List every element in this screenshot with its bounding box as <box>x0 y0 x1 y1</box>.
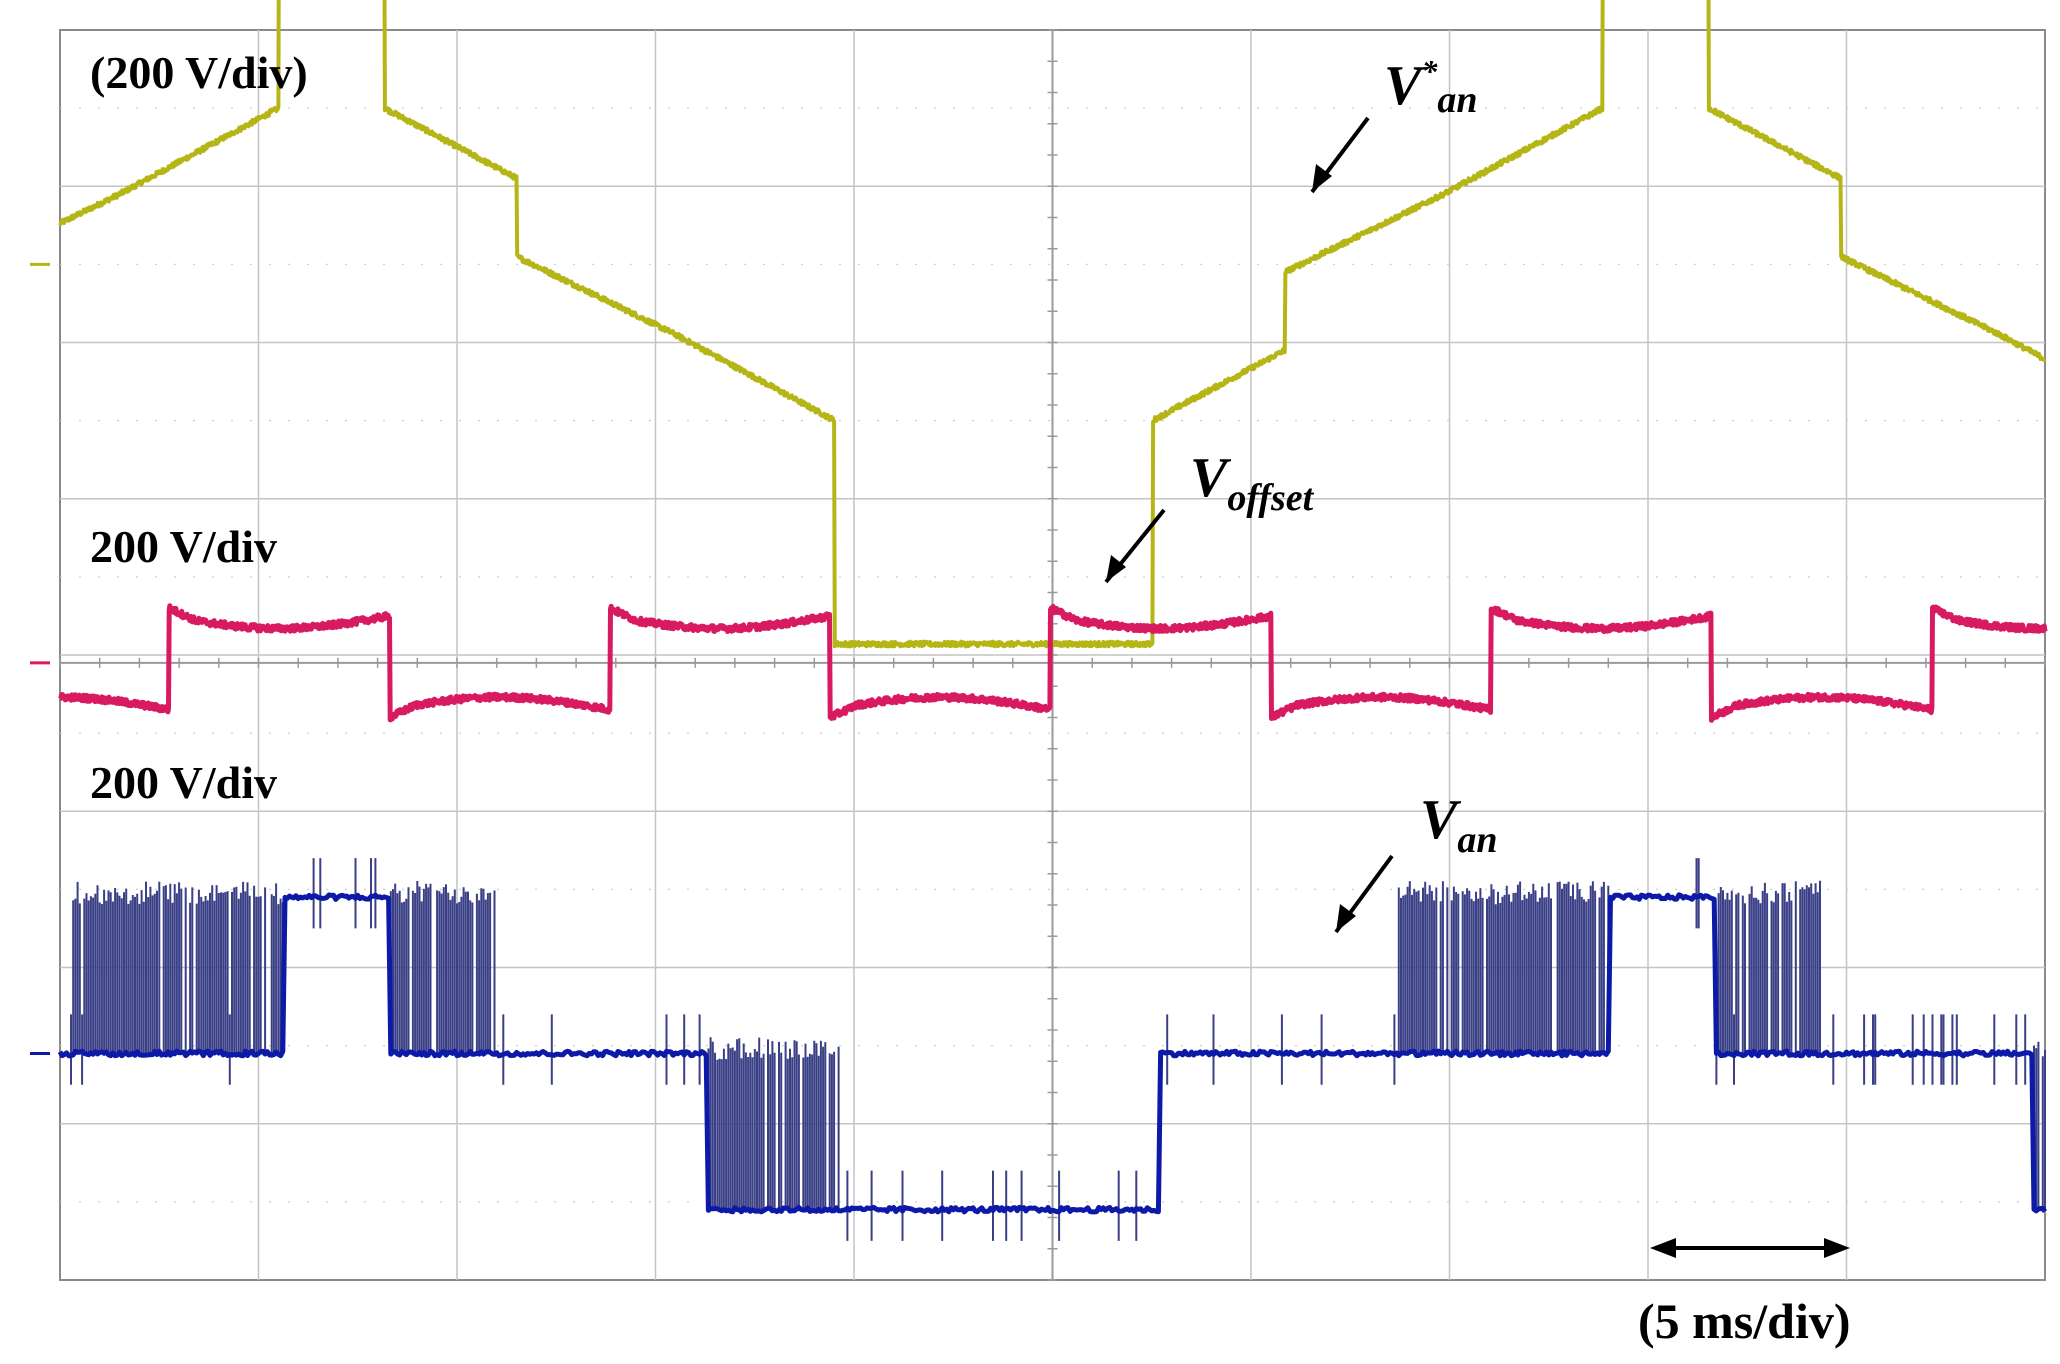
ch3-arrow-icon <box>1334 854 1394 934</box>
ch1-arrow-icon <box>1310 116 1370 194</box>
ch1-signal-label: V*an <box>1384 53 1478 121</box>
ch3-trace <box>57 892 2048 1215</box>
ch2-trace <box>58 603 2048 723</box>
waveform-traces <box>57 0 2048 1241</box>
ch2-scale-label: 200 V/div <box>90 521 277 572</box>
time-scale-double-arrow-icon <box>1650 1238 1850 1258</box>
ch3-pwm-pulses <box>70 858 2046 1241</box>
annotations: (200 V/div) V*an 200 V/div Voffset 200 V… <box>90 47 1851 1349</box>
ch3-signal-label: Van <box>1420 789 1498 861</box>
time-scale-label: (5 ms/div) <box>1638 1293 1851 1349</box>
ch2-signal-label: Voffset <box>1190 447 1315 519</box>
ch2-arrow-icon <box>1104 508 1166 584</box>
ch1-scale-label: (200 V/div) <box>90 47 308 98</box>
channel-ground-markers <box>30 262 50 1055</box>
ch3-scale-label: 200 V/div <box>90 757 277 808</box>
